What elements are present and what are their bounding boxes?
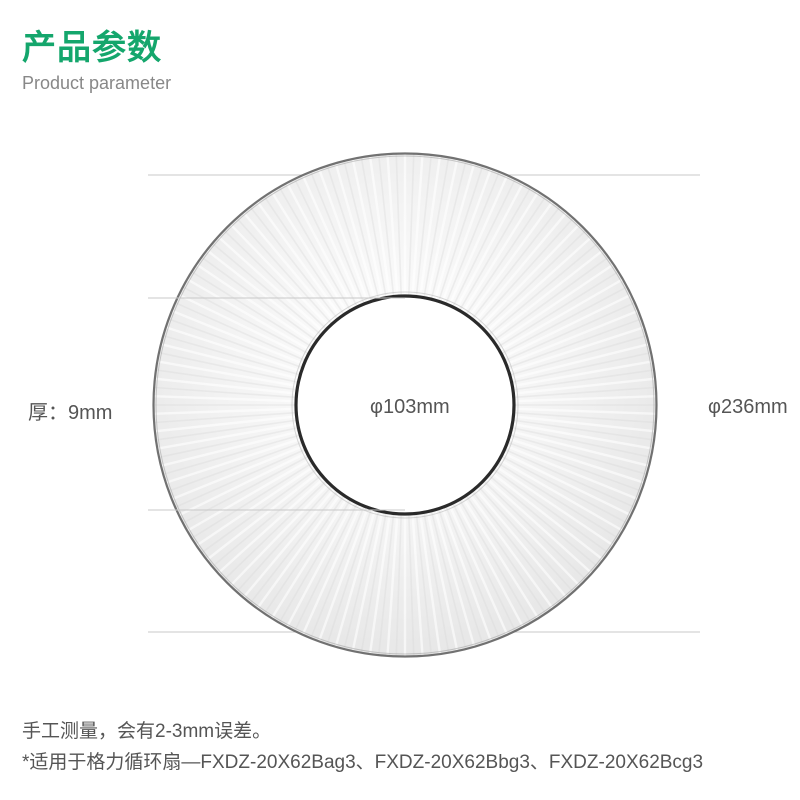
note-measurement: 手工测量，会有2-3mm误差。: [22, 717, 778, 747]
note-compatibility: *适用于格力循环扇—FXDZ-20X62Bag3、FXDZ-20X62Bbg3、…: [22, 748, 778, 778]
thickness-label: 厚：9mm: [28, 396, 112, 425]
inner-diameter-label: φ103mm: [370, 396, 450, 419]
title-en: Product parameter: [22, 73, 171, 94]
diagram-area: 厚：9mm φ103mm φ236mm: [0, 120, 800, 680]
footer-notes: 手工测量，会有2-3mm误差。 *适用于格力循环扇—FXDZ-20X62Bag3…: [22, 717, 778, 778]
title-cn: 产品参数: [22, 20, 171, 69]
outer-diameter-label: φ236mm: [708, 396, 788, 419]
header: 产品参数 Product parameter: [22, 20, 171, 94]
